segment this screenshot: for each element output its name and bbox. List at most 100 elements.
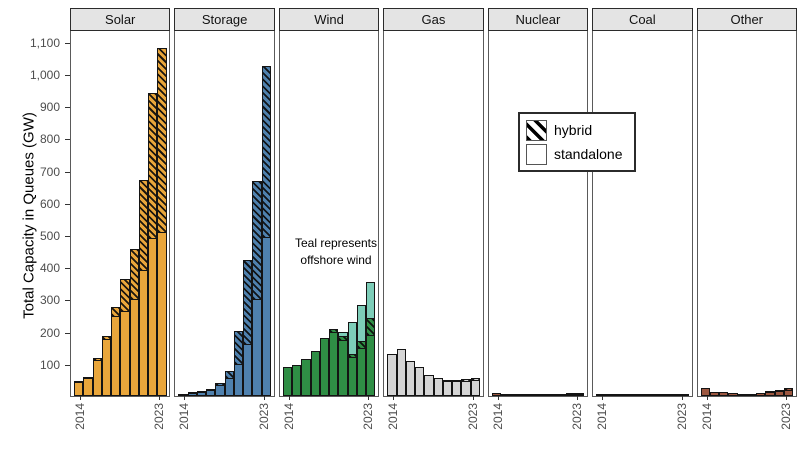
bar-nuclear-2019	[537, 394, 548, 396]
standalone-swatch-icon	[526, 143, 547, 165]
bar-solar-2020	[129, 248, 139, 396]
legend-label-standalone: standalone	[554, 146, 623, 162]
segment-standalone	[356, 347, 367, 396]
bar-coal-2021	[660, 394, 671, 396]
bar-other-2022	[774, 390, 784, 396]
panel-title-other: Other	[696, 8, 797, 31]
panel-title-wind: Wind	[278, 8, 380, 31]
bar-nuclear-2015	[500, 394, 511, 396]
x-tick-label: 2023	[674, 403, 689, 430]
bar-nuclear-2014	[491, 393, 501, 396]
y-tick-mark	[65, 300, 70, 302]
bar-storage-2020	[233, 331, 244, 396]
segment-standalone	[500, 394, 511, 396]
segment-standalone	[415, 367, 425, 396]
panel-nuclear: Nuclear 2014 2023	[487, 8, 589, 430]
segment-offshore-standalone	[366, 282, 376, 320]
segment-standalone	[387, 354, 397, 396]
segment-standalone	[470, 379, 480, 396]
y-tick-label: 700	[39, 164, 60, 179]
bar-coal-2023	[679, 394, 689, 396]
bar-wind-2018	[319, 338, 330, 396]
bar-row	[178, 66, 271, 396]
y-tick-label: 300	[39, 293, 60, 308]
segment-standalone	[111, 315, 121, 396]
segment-standalone	[329, 331, 339, 396]
bar-wind-2022	[356, 304, 367, 396]
segment-standalone	[719, 392, 729, 396]
bar-nuclear-2020	[547, 394, 557, 396]
segment-standalone	[433, 378, 443, 396]
y-tick-mark	[65, 364, 70, 366]
segment-standalone	[528, 394, 538, 396]
bar-gas-2019	[433, 378, 443, 396]
bar-coal-2015	[605, 394, 615, 396]
segment-standalone	[74, 382, 84, 396]
x-tick-label: 2023	[778, 403, 793, 430]
bar-other-2017	[728, 393, 738, 396]
bar-other-2019	[746, 394, 757, 396]
segment-standalone	[83, 377, 93, 396]
segment-hybrid	[252, 181, 262, 301]
segment-standalone	[774, 391, 784, 396]
segment-standalone	[596, 394, 606, 396]
x-tick-mark	[159, 396, 161, 400]
bar-storage-2016	[196, 390, 207, 396]
y-tick-label: 100	[39, 357, 60, 372]
bar-solar-2021	[138, 179, 148, 396]
x-tick-mark	[497, 396, 499, 400]
hybrid-swatch-icon	[526, 119, 547, 141]
panel-coal: Coal 2014 2023	[592, 8, 693, 430]
segment-standalone	[452, 380, 462, 396]
x-tick-label: 2023	[256, 403, 271, 430]
segment-standalone	[651, 394, 661, 396]
segment-standalone	[187, 393, 197, 396]
bar-wind-2017	[310, 350, 320, 396]
segment-standalone	[206, 389, 216, 396]
segment-standalone	[700, 387, 710, 396]
segment-standalone	[252, 299, 262, 396]
segment-standalone	[537, 394, 548, 396]
segment-standalone	[92, 359, 102, 396]
bar-gas-2015	[396, 349, 406, 396]
bar-storage-2014	[178, 394, 188, 396]
bar-storage-2015	[187, 392, 197, 396]
bar-row	[387, 349, 480, 396]
x-tick-mark	[577, 396, 579, 400]
panels: Solar 2014 2023 Storage 2014 2023 Wind 2014 2023…	[70, 8, 797, 430]
x-tick-mark	[681, 396, 683, 400]
bar-row	[282, 282, 376, 396]
segment-standalone	[547, 394, 557, 396]
bar-gas-2022	[461, 379, 471, 396]
panel-plot-wind: 2014 2023	[278, 31, 380, 430]
bar-nuclear-2017	[519, 394, 529, 396]
segment-standalone	[737, 393, 747, 396]
segment-standalone	[282, 367, 293, 396]
bar-solar-2015	[83, 376, 93, 396]
y-tick-mark	[65, 139, 70, 141]
x-tick-label: 2023	[152, 403, 167, 430]
segment-standalone	[461, 380, 471, 396]
segment-standalone	[243, 344, 253, 396]
x-tick-mark	[602, 396, 604, 400]
segment-hybrid	[243, 260, 253, 346]
segment-standalone	[310, 350, 320, 396]
segment-standalone	[301, 358, 311, 396]
x-tick-mark	[368, 396, 370, 400]
segment-standalone	[442, 380, 453, 396]
bar-solar-2022	[148, 92, 158, 396]
segment-standalone	[292, 365, 302, 396]
bar-solar-2018	[111, 306, 121, 396]
segment-standalone	[347, 357, 357, 396]
bar-nuclear-2018	[528, 394, 538, 396]
panel-other: Other 2014 2023	[696, 8, 797, 430]
annotation-line-2: offshore wind	[300, 253, 372, 267]
segment-standalone	[633, 394, 643, 396]
segment-standalone	[783, 389, 794, 396]
bar-wind-2014	[282, 367, 293, 396]
bar-gas-2016	[405, 360, 416, 396]
panel-storage: Storage 2014 2023	[174, 8, 275, 430]
segment-standalone	[424, 375, 434, 396]
y-tick-mark	[65, 332, 70, 334]
x-tick-mark	[288, 396, 290, 400]
